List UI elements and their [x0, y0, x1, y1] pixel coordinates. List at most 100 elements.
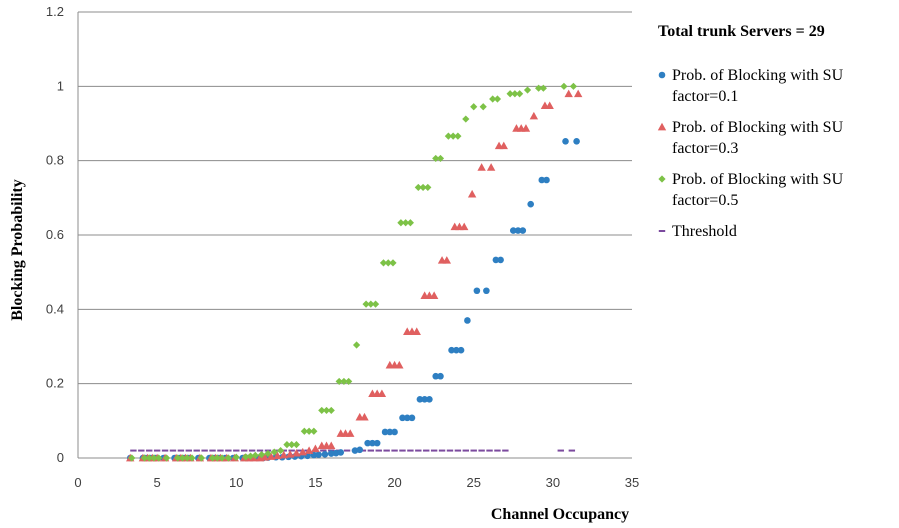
data-point: [419, 183, 427, 192]
data-point: [251, 451, 259, 459]
data-point: [315, 451, 322, 458]
x-axis-title: Channel Occupancy: [491, 506, 629, 523]
data-point: [527, 200, 534, 208]
legend-label: Threshold: [672, 223, 737, 240]
data-point: [340, 377, 348, 386]
data-point: [300, 427, 308, 435]
data-point: [232, 453, 240, 461]
data-point: [514, 227, 522, 234]
data-point: [163, 454, 171, 462]
legend-label: Prob. of Blocking with SU factor=0.5: [672, 171, 844, 209]
data-point: [389, 259, 397, 267]
legend-marker: [658, 175, 666, 183]
data-point: [483, 287, 490, 295]
x-tick-label: 15: [308, 475, 322, 490]
data-point: [346, 429, 355, 437]
data-point: [426, 395, 433, 403]
data-point: [369, 439, 376, 447]
grid-lines: [78, 11, 632, 385]
data-point: [379, 259, 388, 267]
data-point: [371, 300, 380, 308]
data-point: [327, 406, 335, 415]
data-point: [264, 449, 272, 458]
x-tick-label: 0: [74, 475, 81, 490]
legend-title: Total trunk Servers = 29: [658, 23, 825, 40]
data-point: [285, 450, 295, 458]
data-point: [224, 454, 232, 462]
data-point: [509, 227, 517, 234]
legend-item: Threshold: [658, 223, 737, 240]
data-point: [535, 84, 543, 92]
y-tick-label: 0.2: [46, 376, 64, 391]
data-point: [318, 406, 326, 415]
data-point: [562, 138, 569, 145]
series-1: [126, 138, 580, 462]
data-point: [242, 453, 250, 461]
data-point: [208, 454, 217, 462]
data-point: [429, 291, 439, 299]
data-point: [327, 450, 335, 457]
y-tick-label: 0.8: [46, 153, 64, 168]
legend-item: Prob. of Blocking with SU factor=0.3: [657, 119, 844, 157]
data-point: [486, 163, 496, 171]
data-point: [335, 377, 343, 386]
data-point: [373, 439, 381, 447]
data-point: [213, 454, 221, 462]
data-point: [457, 346, 465, 354]
data-point: [311, 444, 320, 453]
data-point: [397, 219, 405, 227]
data-point: [402, 219, 410, 227]
legend-item: Prob. of Blocking with SU factor=0.1: [658, 67, 844, 105]
data-point: [519, 227, 527, 234]
data-point: [279, 450, 288, 459]
data-point: [436, 154, 445, 163]
data-point: [258, 451, 266, 459]
x-tick-label: 10: [229, 475, 243, 490]
data-point: [364, 439, 371, 447]
y-tick-label: 0: [57, 450, 64, 465]
data-point: [449, 132, 457, 140]
data-point: [516, 90, 524, 98]
data-point: [367, 300, 375, 308]
legend-item: Prob. of Blocking with SU factor=0.5: [658, 171, 844, 209]
data-point: [489, 95, 497, 103]
data-point: [327, 441, 336, 450]
data-point: [479, 103, 487, 111]
y-tick-label: 0.6: [46, 227, 64, 242]
legend: Total trunk Servers = 29 Prob. of Blocki…: [657, 23, 844, 240]
data-point: [539, 84, 547, 92]
data-marks: [126, 82, 583, 462]
data-point: [197, 454, 206, 462]
data-point: [448, 346, 455, 354]
data-point: [453, 346, 460, 354]
data-point: [560, 82, 568, 90]
series-2: [126, 89, 583, 462]
data-point: [288, 441, 296, 449]
y-tick-labels: 0 0.2 0.4 0.6 0.8 1 1.2: [46, 4, 64, 465]
data-point: [573, 89, 583, 98]
data-point: [497, 256, 504, 264]
data-point: [444, 132, 452, 140]
y-tick-label: 1.2: [46, 4, 64, 19]
y-tick-label: 1: [57, 78, 64, 93]
x-tick-labels: 0 5 10 15 20 25 30 35: [74, 475, 639, 490]
data-point: [352, 341, 361, 349]
data-point: [506, 90, 514, 98]
data-point: [249, 453, 258, 462]
data-point: [321, 450, 329, 458]
x-tick-label: 30: [546, 475, 560, 490]
legend-label: Prob. of Blocking with SU factor=0.3: [672, 119, 844, 157]
data-point: [424, 183, 432, 192]
data-point: [462, 115, 470, 123]
data-point: [529, 111, 539, 120]
data-point: [128, 454, 136, 462]
data-point: [406, 219, 414, 227]
data-point: [454, 132, 462, 140]
data-point: [464, 317, 471, 324]
legend-marker: [657, 122, 667, 131]
data-point: [174, 454, 182, 462]
data-point: [155, 454, 163, 462]
data-point: [437, 372, 444, 380]
data-point: [403, 414, 411, 422]
